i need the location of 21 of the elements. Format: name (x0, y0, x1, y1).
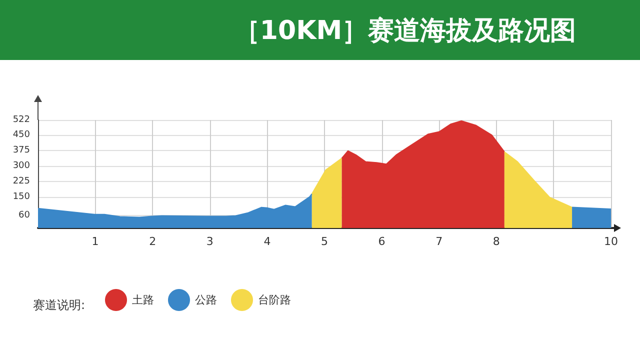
x-tick-label: 5 (321, 235, 328, 248)
x-tick-label: 1 (92, 235, 99, 248)
y-tick-label: 225 (12, 176, 30, 186)
y-tick-label: 375 (12, 145, 30, 156)
y-tick-label: 150 (12, 192, 30, 202)
x-tick-label: 7 (436, 235, 443, 248)
x-tick-label: 6 (378, 235, 386, 248)
legend-title: 赛道说明: (33, 298, 86, 312)
y-tick-label: 450 (12, 130, 30, 140)
x-tick-label: 4 (264, 235, 271, 248)
x-tick-label: 8 (492, 235, 500, 248)
y-tick-label: 300 (12, 160, 30, 171)
x-tick-label: 2 (149, 235, 156, 248)
y-tick-label: 60 (18, 210, 30, 221)
legend-label: 土路 (132, 294, 154, 306)
x-tick-label: 3 (206, 235, 214, 248)
x-tick-label: 10 (604, 235, 618, 248)
chart-title: ［10KM］赛道海拔及路况图 (234, 14, 576, 48)
legend-label: 台阶路 (258, 294, 291, 306)
y-tick-label: 522 (12, 115, 30, 125)
legend-label: 公路 (195, 294, 217, 306)
